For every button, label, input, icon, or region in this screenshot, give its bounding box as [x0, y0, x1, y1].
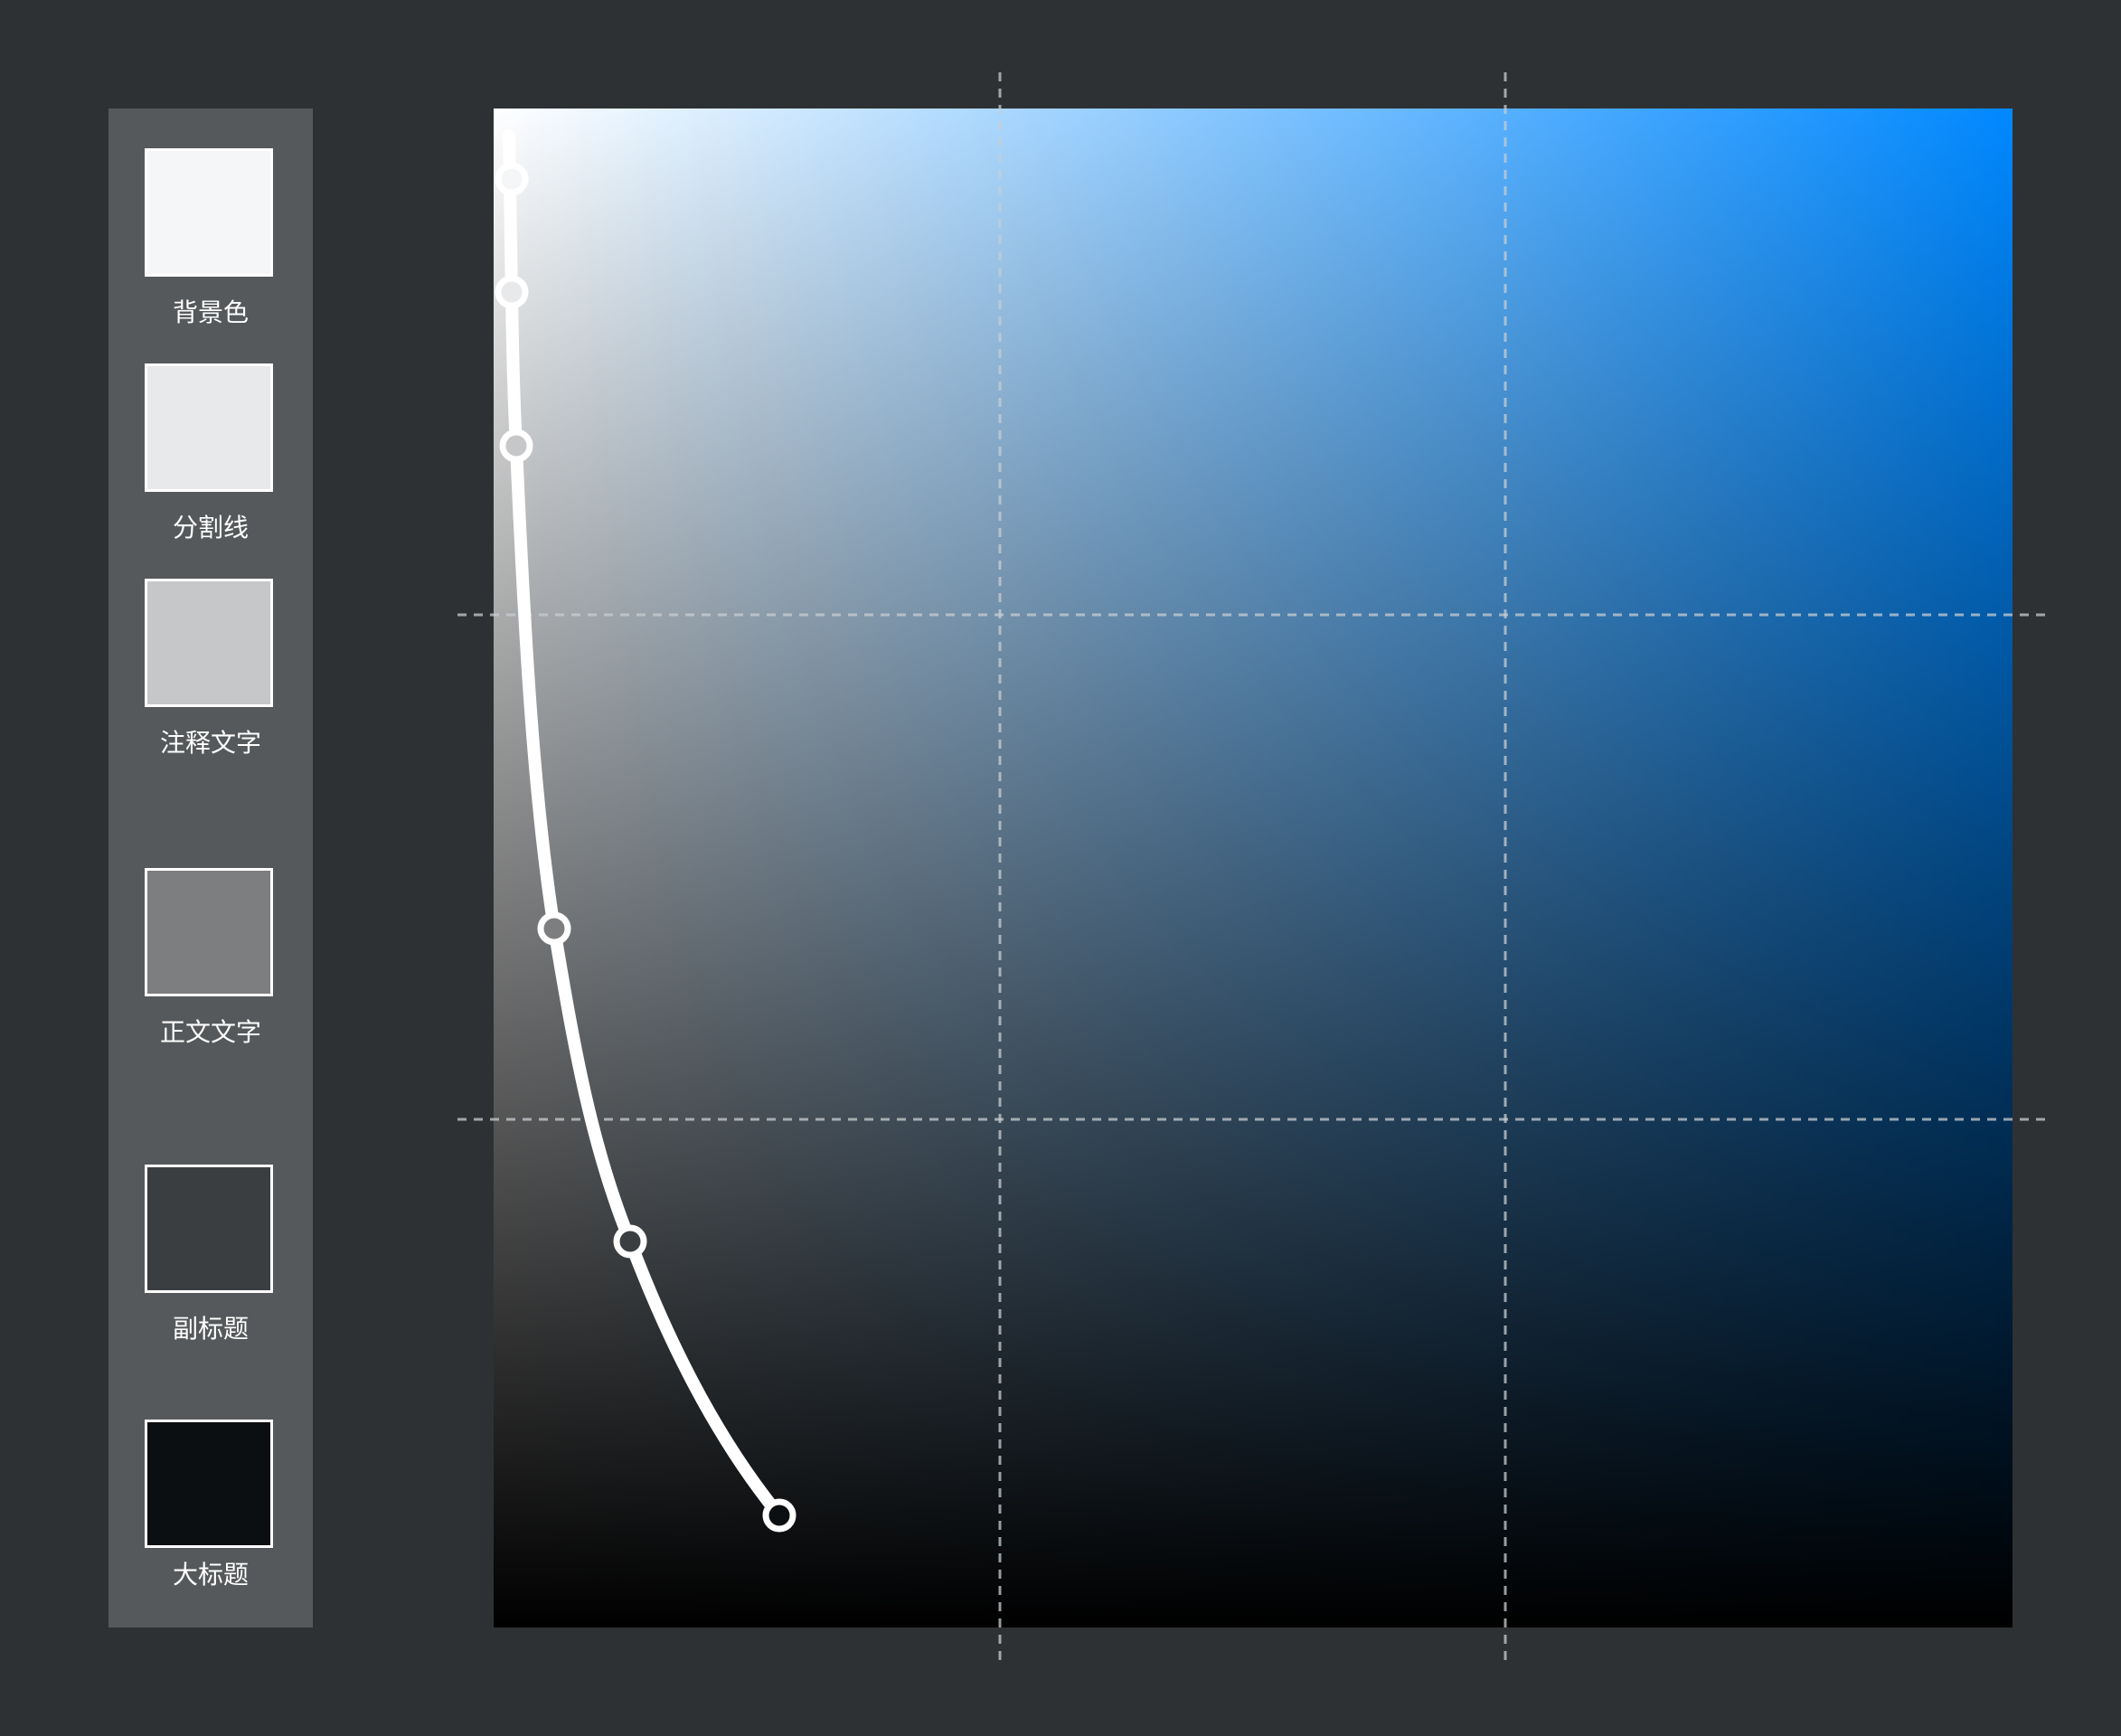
curve-control-points[interactable] [495, 162, 797, 1533]
saturation-value-field[interactable] [494, 108, 2013, 1628]
luminance-curve [503, 129, 786, 1522]
curve-point-subtitle [613, 1224, 647, 1259]
swatch-label-body-text: 正文文字 [159, 1017, 261, 1047]
swatch-label-annotation-text: 注释文字 [159, 728, 261, 758]
swatch-background[interactable] [145, 148, 273, 277]
curve-point-divider [495, 275, 529, 309]
swatch-divider[interactable] [145, 363, 273, 492]
curve-point-body-text [537, 911, 571, 946]
curve-point-annotation-text [499, 429, 533, 463]
curve-point-background [495, 162, 529, 196]
swatch-headline[interactable] [145, 1420, 273, 1548]
swatch-label-subtitle: 副标题 [172, 1314, 249, 1344]
swatch-label-background: 背景色 [172, 297, 249, 327]
swatch-annotation-text[interactable] [145, 579, 273, 707]
swatch-label-divider: 分割线 [172, 513, 249, 542]
swatch-palette-panel: 背景色 分割线 注释文字 正文文字 副标题 大标题 [108, 108, 313, 1628]
swatch-subtitle[interactable] [145, 1165, 273, 1293]
swatch-label-headline: 大标题 [172, 1560, 249, 1590]
grid-guides [457, 72, 2050, 1665]
swatch-body-text[interactable] [145, 868, 273, 996]
curve-point-headline [762, 1498, 797, 1533]
